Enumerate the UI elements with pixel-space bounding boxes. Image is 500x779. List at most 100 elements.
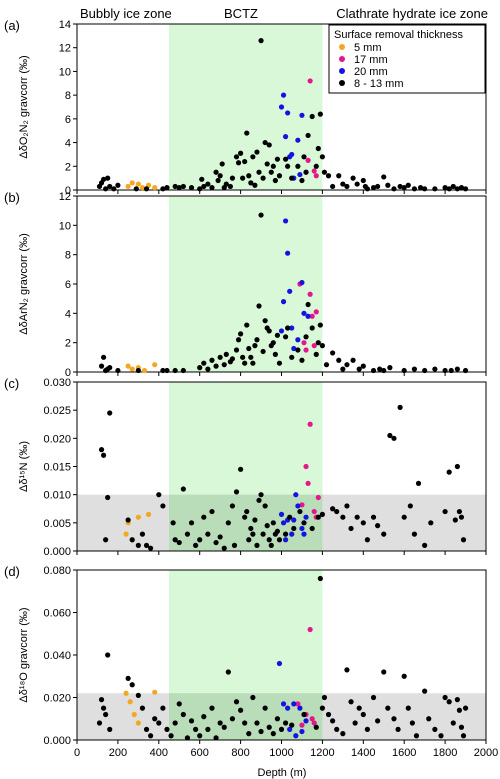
data-point <box>370 185 377 191</box>
data-point <box>229 716 236 722</box>
data-point <box>125 363 131 369</box>
data-point <box>303 514 309 520</box>
data-point <box>295 337 301 343</box>
data-point <box>385 705 391 711</box>
data-point <box>268 169 274 175</box>
data-point <box>422 688 428 694</box>
data-point <box>319 705 325 711</box>
y-tick-label: 8 <box>65 90 71 102</box>
data-point <box>446 699 452 705</box>
data-point <box>303 347 309 353</box>
data-point <box>291 517 297 523</box>
data-point <box>242 158 248 165</box>
data-point <box>405 182 411 188</box>
data-point <box>401 673 407 679</box>
data-point <box>209 185 215 191</box>
data-point <box>309 716 315 722</box>
data-point <box>172 367 178 374</box>
data-point <box>221 724 227 730</box>
data-point <box>405 705 411 711</box>
data-point <box>432 366 438 372</box>
data-point <box>334 726 340 732</box>
data-point <box>282 537 289 543</box>
data-point <box>270 520 276 526</box>
data-point <box>411 186 418 192</box>
data-point <box>129 537 135 543</box>
data-point <box>256 169 262 175</box>
data-point <box>135 720 141 726</box>
data-point <box>254 149 260 155</box>
data-point <box>133 186 139 192</box>
data-point <box>233 699 240 705</box>
data-point <box>417 185 424 191</box>
data-point <box>301 154 307 160</box>
panel-letter: (d) <box>4 564 20 579</box>
data-point <box>301 711 307 718</box>
data-point <box>291 525 297 532</box>
data-point <box>319 154 325 160</box>
data-point <box>148 733 154 739</box>
data-point <box>401 514 407 520</box>
data-point <box>285 325 291 331</box>
data-point <box>340 731 346 737</box>
data-point <box>356 705 362 711</box>
data-point <box>293 492 299 498</box>
y-tick-label: 0 <box>65 185 71 197</box>
data-point <box>315 514 321 520</box>
data-point <box>260 531 266 537</box>
data-point <box>139 185 146 191</box>
legend-marker <box>339 80 345 86</box>
data-point <box>184 735 191 741</box>
data-point <box>282 134 289 140</box>
data-point <box>364 186 370 192</box>
data-point <box>233 154 240 160</box>
x-tick-label: 1800 <box>433 747 457 759</box>
data-point <box>303 718 309 724</box>
y-tick-label: 0.020 <box>43 433 71 445</box>
data-point <box>103 186 109 192</box>
y-tick-label: 0.015 <box>43 462 71 474</box>
data-point <box>381 669 387 675</box>
data-point <box>201 714 207 720</box>
y-axis-label: Δδ¹⁵N (‰) <box>18 441 30 492</box>
data-point <box>299 357 305 363</box>
data-point <box>411 366 418 372</box>
data-point <box>291 701 297 707</box>
data-point <box>96 720 103 726</box>
data-point <box>139 531 146 537</box>
data-point <box>330 718 336 724</box>
panel-0: (a) 0 2 4 6 8 10 12 14 ΔδO₂N₂ gravcorr (‰) <box>4 18 487 197</box>
data-point <box>307 78 313 84</box>
data-point <box>135 367 141 374</box>
data-point <box>360 177 366 184</box>
data-point <box>246 345 252 352</box>
data-point <box>395 726 401 732</box>
data-point <box>172 183 178 190</box>
y-tick-label: 4 <box>65 138 71 150</box>
data-point <box>252 182 258 188</box>
data-point <box>375 718 381 724</box>
data-point <box>152 716 158 722</box>
data-point <box>248 354 254 360</box>
panel-3: (d) 0.000 0.020 0.040 0.060 0.080 Δδ¹⁸O gravco… <box>4 564 498 759</box>
data-point <box>287 514 293 520</box>
data-point <box>301 340 307 346</box>
data-point <box>309 313 315 319</box>
data-point <box>98 697 105 703</box>
data-point <box>307 291 313 297</box>
panel-2: (c) 0.000 0.005 0.010 0.015 0.020 0.025 0.030 Δδ… <box>4 376 487 558</box>
data-point <box>262 705 268 711</box>
data-point <box>297 171 303 178</box>
data-point <box>238 150 244 156</box>
data-point <box>205 366 211 372</box>
legend-label: 17 mm <box>354 54 388 66</box>
data-point <box>180 183 186 190</box>
x-tick-label: 200 <box>109 747 127 759</box>
data-point <box>289 151 295 158</box>
data-point <box>145 511 152 517</box>
x-tick-label: 400 <box>150 747 168 759</box>
data-point <box>354 514 360 520</box>
data-point <box>180 367 186 374</box>
data-point <box>123 690 129 696</box>
